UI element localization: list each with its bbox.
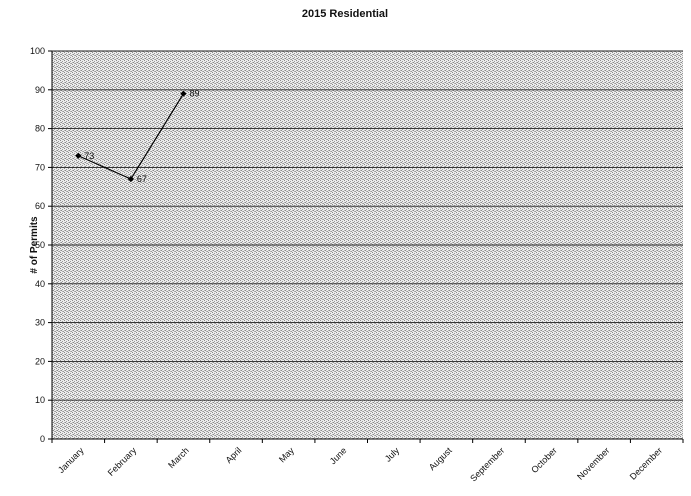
x-tick-label: January	[56, 445, 86, 475]
data-point	[180, 90, 187, 97]
plot-area: 0 10 20 30 40 50 60 70 80 90 100 January February Mar…	[30, 46, 684, 484]
y-tick-label: 10	[35, 395, 45, 405]
x-tick-label: August	[427, 445, 454, 472]
x-tick-label: July	[383, 445, 402, 464]
x-tick-label: September	[468, 445, 506, 483]
x-tick-label: May	[277, 445, 296, 464]
data-point	[127, 175, 134, 183]
y-tick-label: 60	[35, 201, 45, 211]
x-tick-label: December	[628, 445, 664, 481]
x-tick-label: March	[166, 445, 191, 470]
y-tick-label: 20	[35, 356, 45, 366]
chart-title: 2015 Residential	[302, 8, 388, 20]
x-tick-label: February	[106, 445, 139, 478]
x-tick-label: June	[328, 445, 349, 466]
x-tick-label: November	[575, 445, 611, 481]
y-tick-label: 70	[35, 162, 45, 172]
y-tick-label: 100	[30, 46, 45, 56]
y-tick-label: 0	[40, 434, 45, 444]
data-point	[75, 152, 82, 159]
data-label: 89	[189, 89, 199, 99]
y-axis-label: # of Permits	[29, 216, 40, 274]
y-tick-label: 30	[35, 318, 45, 328]
data-label: 73	[84, 151, 94, 161]
x-tick-label: April	[224, 445, 244, 465]
y-tick-label: 90	[35, 85, 45, 95]
y-tick-label: 80	[35, 124, 45, 134]
y-tick-label: 50	[35, 240, 45, 250]
data-label: 67	[137, 174, 147, 184]
x-tick-label: October	[529, 445, 559, 475]
y-tick-label: 40	[35, 279, 45, 289]
